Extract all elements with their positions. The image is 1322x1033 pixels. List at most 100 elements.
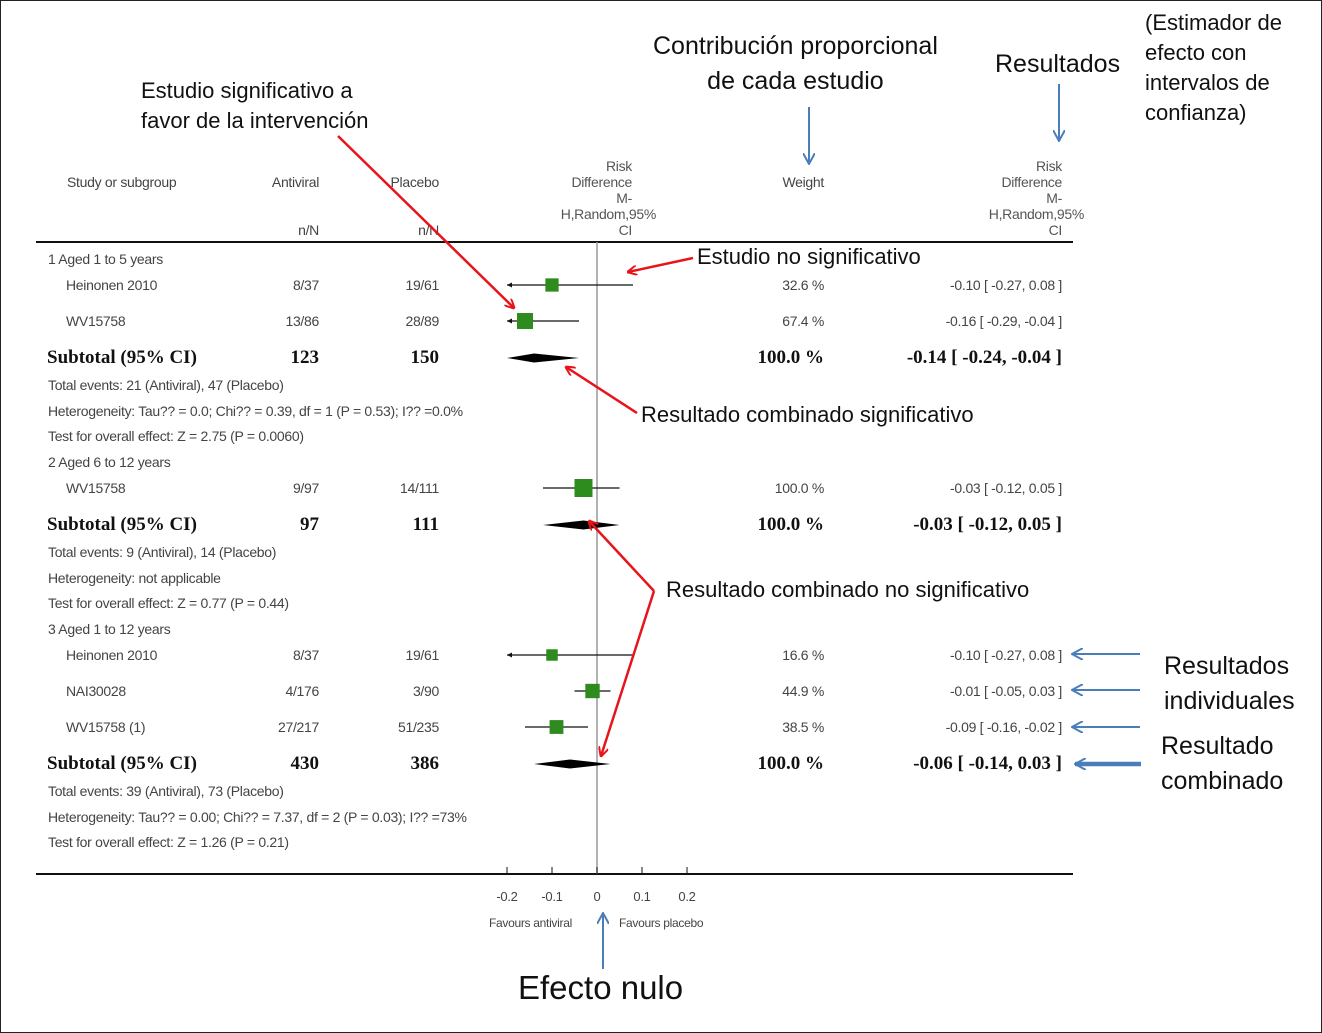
- study-risk-difference: -0.10 [ -0.27, 0.08 ]: [950, 647, 1062, 663]
- header-line: M-: [1046, 190, 1062, 206]
- annotation-combined-non-significant: Resultado combinado no significativo: [666, 577, 1030, 602]
- subgroup-label: 3 Aged 1 to 12 years: [48, 621, 171, 637]
- study-placebo: 19/61: [405, 277, 439, 293]
- study-risk-difference: -0.03 [ -0.12, 0.05 ]: [950, 480, 1062, 496]
- header-line: H,Random,95%: [560, 206, 657, 222]
- study-marker: [549, 720, 564, 734]
- annotation-individual-results: Resultados individuales: [1164, 649, 1295, 719]
- annotation-significant-study: Estudio significativo a favor de la inte…: [141, 76, 368, 136]
- annotation-results: Resultados: [995, 50, 1121, 78]
- red-arrow: [601, 590, 656, 756]
- annotation-combined-result: Resultado combinado: [1161, 729, 1283, 799]
- subtotal-label: Subtotal (95% CI): [47, 347, 197, 368]
- annotation-line: Contribución proporcional: [653, 32, 938, 60]
- annotation-line: de cada estudio: [707, 67, 884, 95]
- header-risk-difference-plot: Risk Difference M- H,Random,95% CI: [512, 158, 657, 238]
- annotation-line: individuales: [1164, 687, 1295, 715]
- annotation-estimator: (Estimador de efecto con intervalos de c…: [1145, 8, 1282, 128]
- study-risk-difference: -0.09 [ -0.16, -0.02 ]: [945, 719, 1063, 735]
- subtotal-placebo: 386: [410, 753, 440, 774]
- subtotal-label: Subtotal (95% CI): [47, 753, 197, 774]
- header-line: CI: [1048, 222, 1063, 238]
- study-marker: [585, 683, 600, 699]
- study-weight: 67.4 %: [782, 313, 824, 329]
- subtotal-antiviral: 97: [300, 514, 319, 535]
- ci-clip-arrow: [507, 652, 512, 658]
- study-antiviral: 13/86: [285, 313, 319, 329]
- study-weight: 100.0 %: [774, 480, 825, 496]
- axis-tick-label: -0.2: [496, 889, 518, 904]
- annotation-line: intervalos de: [1145, 70, 1270, 95]
- study-weight: 16.6 %: [782, 647, 824, 663]
- study-marker: [516, 312, 534, 330]
- header-line: M-: [616, 190, 632, 206]
- study-placebo: 14/111: [400, 480, 439, 496]
- header-antiviral-sub: n/N: [298, 222, 319, 238]
- study-name: WV15758: [66, 313, 126, 329]
- header-line: H,Random,95%: [988, 206, 1085, 222]
- annotation-line: Estudio significativo a: [141, 78, 353, 103]
- subtotal-risk-difference: -0.14 [ -0.24, -0.04 ]: [906, 347, 1062, 368]
- study-antiviral: 8/37: [292, 647, 319, 663]
- favours-antiviral-label: Favours antiviral: [489, 916, 572, 930]
- header-risk-difference-text: Risk Difference M- H,Random,95% CI: [942, 158, 1085, 238]
- red-arrow: [589, 521, 655, 592]
- subtotal-antiviral: 123: [290, 347, 320, 368]
- header-study: Study or subgroup: [67, 174, 177, 190]
- annotation-line: Resultado: [1161, 732, 1274, 760]
- study-name: WV15758: [66, 480, 126, 496]
- subtotal-diamond: [543, 520, 620, 530]
- axis-tick-label: 0: [593, 889, 601, 904]
- annotation-non-significant-study: Estudio no significativo: [697, 244, 921, 269]
- ci-clip-arrow: [507, 318, 512, 324]
- header-line: Risk: [605, 158, 632, 174]
- subtotal-weight: 100.0 %: [757, 347, 825, 368]
- annotation-contribution: Contribución proporcional de cada estudi…: [653, 29, 938, 99]
- annotation-line: Resultados: [1164, 652, 1290, 680]
- study-marker: [546, 649, 558, 661]
- annotation-line: (Estimador de: [1145, 10, 1282, 35]
- study-placebo: 51/235: [397, 719, 439, 735]
- annotation-combined-significant: Resultado combinado significativo: [641, 402, 974, 427]
- subgroup-note: Heterogeneity: not applicable: [48, 570, 221, 586]
- subgroup-label: 2 Aged 6 to 12 years: [48, 454, 171, 470]
- study-placebo: 3/90: [412, 683, 439, 699]
- annotation-null-effect: Efecto nulo: [518, 969, 684, 1006]
- ci-clip-arrow: [507, 282, 512, 288]
- subtotal-placebo: 111: [412, 514, 439, 535]
- subgroup-note: Test for overall effect: Z = 0.77 (P = 0…: [48, 595, 289, 611]
- subtotal-diamond: [507, 353, 579, 363]
- subtotal-weight: 100.0 %: [757, 514, 825, 535]
- subtotal-antiviral: 430: [290, 753, 320, 774]
- study-placebo: 19/61: [405, 647, 439, 663]
- subtotal-placebo: 150: [410, 347, 440, 368]
- subgroup-note: Total events: 9 (Antiviral), 14 (Placebo…: [48, 544, 277, 560]
- study-antiviral: 9/97: [292, 480, 319, 496]
- subgroup-note: Test for overall effect: Z = 2.75 (P = 0…: [48, 428, 304, 444]
- axis-tick-label: 0.2: [678, 889, 696, 904]
- study-marker: [545, 278, 559, 292]
- header-line: CI: [618, 222, 633, 238]
- study-name: Heinonen 2010: [66, 647, 158, 663]
- red-arrow: [628, 256, 694, 272]
- axis-tick-label: -0.1: [541, 889, 563, 904]
- subgroup-note: Test for overall effect: Z = 1.26 (P = 0…: [48, 834, 289, 850]
- subtotal-risk-difference: -0.06 [ -0.14, 0.03 ]: [913, 753, 1062, 774]
- study-risk-difference: -0.01 [ -0.05, 0.03 ]: [950, 683, 1062, 699]
- red-arrow: [566, 367, 638, 415]
- header-divider: [36, 241, 1073, 243]
- subtotal-diamond: [534, 759, 611, 769]
- header-line: Risk: [1035, 158, 1062, 174]
- subtotal-weight: 100.0 %: [757, 753, 825, 774]
- annotation-line: combinado: [1161, 767, 1284, 795]
- axis-line: [36, 873, 1073, 875]
- annotation-line: favor de la intervención: [141, 108, 369, 133]
- subtotal-label: Subtotal (95% CI): [47, 514, 197, 535]
- subgroup-note: Total events: 21 (Antiviral), 47 (Placeb…: [48, 377, 284, 393]
- study-antiviral: 8/37: [292, 277, 319, 293]
- header-line: Difference: [1001, 174, 1062, 190]
- study-name: Heinonen 2010: [66, 277, 158, 293]
- study-name: NAI30028: [66, 683, 126, 699]
- header-antiviral: Antiviral: [271, 174, 319, 190]
